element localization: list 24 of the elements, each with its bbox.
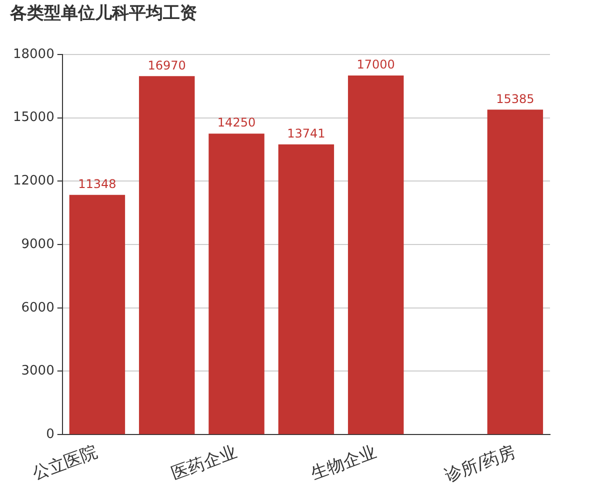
y-tick-label: 0 <box>46 426 54 442</box>
bar <box>208 134 264 434</box>
y-tick-label: 12000 <box>12 174 54 189</box>
x-tick-label: 生物企业 <box>308 442 380 484</box>
x-tick-label: 医药企业 <box>168 442 240 484</box>
bar <box>348 76 404 434</box>
chart-title: 各类型单位儿科平均工资 <box>9 4 197 24</box>
x-tick-label: 诊所/药房 <box>442 442 518 486</box>
data-label: 16970 <box>148 58 186 72</box>
bar <box>69 194 126 434</box>
y-tick-label: 15000 <box>12 110 54 126</box>
data-label: 11348 <box>78 177 116 192</box>
x-tick-label: 公立医院 <box>30 442 100 484</box>
bar <box>278 144 334 434</box>
y-tick-label: 18000 <box>12 46 54 62</box>
bar <box>138 76 195 434</box>
y-tick-label: 9000 <box>21 236 54 252</box>
data-label: 13741 <box>287 126 326 140</box>
bar <box>487 110 544 434</box>
data-label: 14250 <box>217 116 256 130</box>
data-label: 17000 <box>356 58 395 72</box>
y-tick-label: 3000 <box>21 364 54 379</box>
y-tick-label: 6000 <box>21 300 54 316</box>
data-label: 15385 <box>496 92 534 106</box>
